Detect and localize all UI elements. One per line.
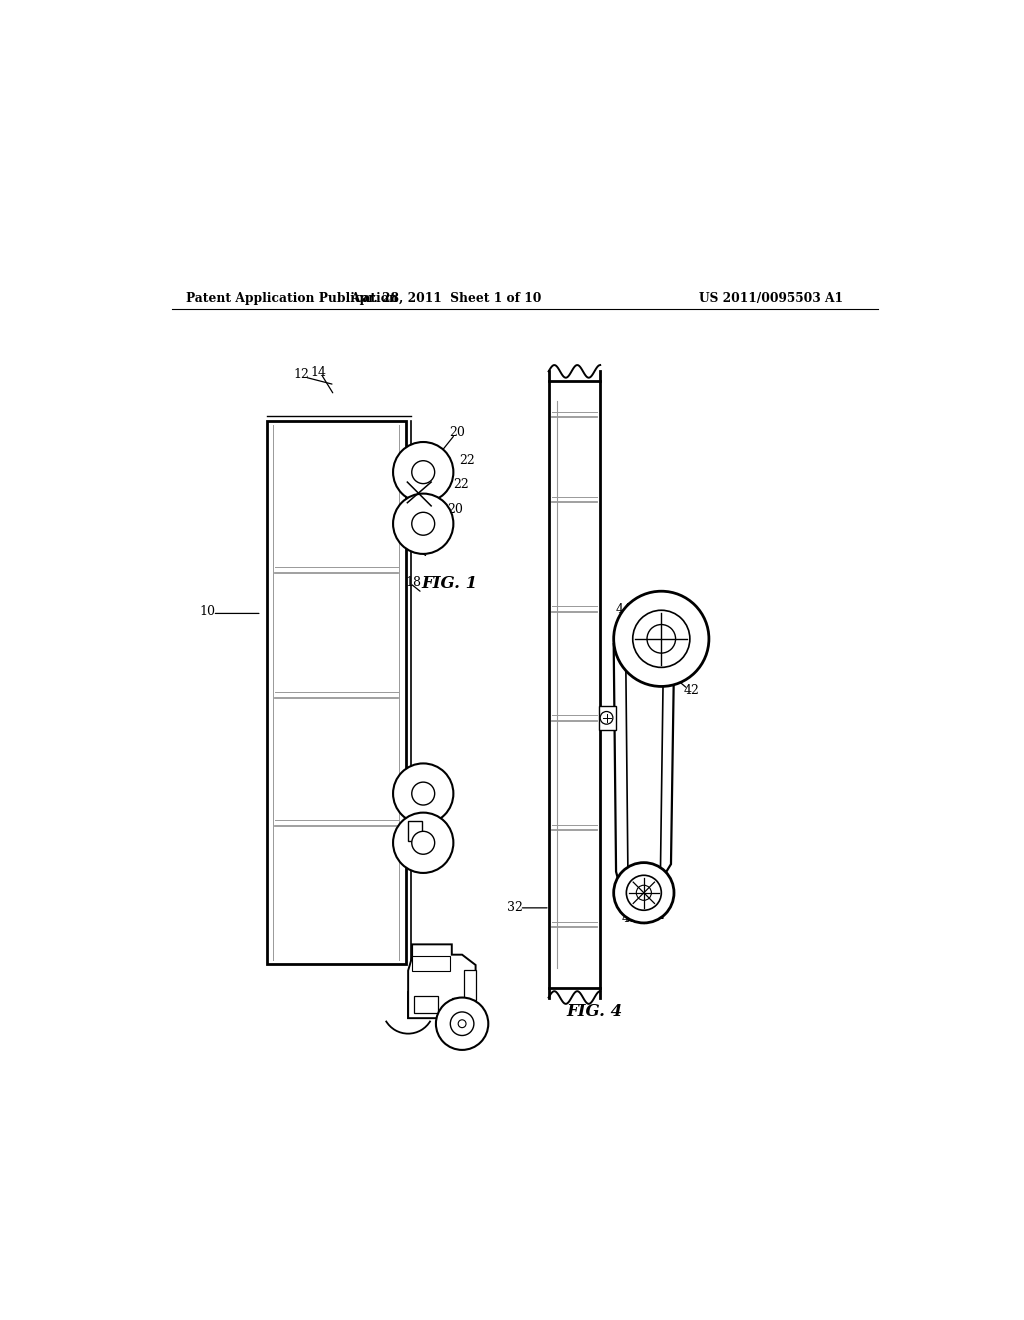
Circle shape bbox=[647, 624, 676, 653]
Circle shape bbox=[393, 494, 454, 554]
Circle shape bbox=[393, 813, 454, 873]
Circle shape bbox=[451, 1012, 474, 1035]
Text: 38: 38 bbox=[640, 903, 655, 916]
Polygon shape bbox=[626, 603, 673, 913]
Text: 22: 22 bbox=[454, 478, 469, 491]
Circle shape bbox=[613, 862, 674, 923]
Text: 44: 44 bbox=[616, 603, 632, 616]
Bar bbox=[414, 997, 437, 1014]
Bar bbox=[409, 991, 443, 1018]
Text: 20: 20 bbox=[450, 426, 465, 440]
Circle shape bbox=[436, 998, 488, 1049]
Bar bbox=[549, 381, 600, 987]
Text: US 2011/0095503 A1: US 2011/0095503 A1 bbox=[699, 292, 844, 305]
Circle shape bbox=[412, 461, 434, 483]
Text: Patent Application Publication: Patent Application Publication bbox=[186, 292, 397, 305]
Circle shape bbox=[613, 591, 709, 686]
Circle shape bbox=[458, 1020, 466, 1028]
Bar bbox=[409, 821, 423, 841]
Polygon shape bbox=[613, 593, 680, 923]
Polygon shape bbox=[409, 944, 475, 1018]
Bar bbox=[464, 970, 476, 1001]
Text: FIG. 1: FIG. 1 bbox=[422, 574, 478, 591]
Bar bbox=[412, 956, 451, 970]
Circle shape bbox=[412, 512, 434, 535]
Text: 18: 18 bbox=[406, 576, 422, 589]
Bar bbox=[267, 421, 406, 964]
Text: 52: 52 bbox=[649, 909, 666, 923]
Bar bbox=[452, 998, 469, 1018]
Text: 48: 48 bbox=[622, 912, 638, 925]
Text: 56: 56 bbox=[625, 611, 641, 624]
Text: 10: 10 bbox=[200, 605, 215, 618]
Circle shape bbox=[633, 610, 690, 668]
Text: 22: 22 bbox=[459, 454, 475, 467]
Text: Apr. 28, 2011  Sheet 1 of 10: Apr. 28, 2011 Sheet 1 of 10 bbox=[350, 292, 541, 305]
Circle shape bbox=[600, 711, 613, 725]
Text: 42: 42 bbox=[683, 684, 699, 697]
Circle shape bbox=[412, 783, 434, 805]
Text: FIG. 4: FIG. 4 bbox=[567, 1003, 624, 1020]
Circle shape bbox=[412, 832, 434, 854]
Text: 20: 20 bbox=[447, 503, 463, 516]
Text: 32: 32 bbox=[507, 902, 523, 915]
Circle shape bbox=[627, 875, 662, 911]
Bar bbox=[599, 706, 616, 730]
Text: 14: 14 bbox=[310, 367, 327, 379]
Circle shape bbox=[636, 886, 651, 900]
Circle shape bbox=[393, 763, 454, 824]
Text: 30: 30 bbox=[690, 626, 706, 639]
Circle shape bbox=[393, 442, 454, 503]
Text: 12: 12 bbox=[293, 368, 309, 381]
Text: 16: 16 bbox=[411, 537, 426, 550]
